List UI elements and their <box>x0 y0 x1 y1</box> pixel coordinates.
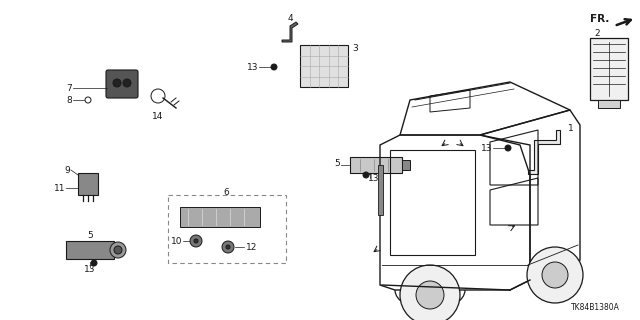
Circle shape <box>527 247 583 303</box>
Circle shape <box>194 239 198 243</box>
Circle shape <box>91 260 97 266</box>
Text: 13: 13 <box>84 266 96 275</box>
Bar <box>590 38 628 100</box>
Polygon shape <box>282 22 298 42</box>
Circle shape <box>271 64 277 70</box>
Circle shape <box>222 241 234 253</box>
Circle shape <box>363 172 369 178</box>
Polygon shape <box>528 130 560 174</box>
Text: 14: 14 <box>152 111 164 121</box>
Circle shape <box>190 235 202 247</box>
Text: TK84B1380A: TK84B1380A <box>571 303 620 312</box>
FancyBboxPatch shape <box>106 70 138 98</box>
Circle shape <box>542 262 568 288</box>
Text: FR.: FR. <box>590 14 609 24</box>
Circle shape <box>416 281 444 309</box>
Text: 5: 5 <box>87 230 93 239</box>
Circle shape <box>110 242 126 258</box>
Text: 12: 12 <box>246 243 257 252</box>
Bar <box>300 45 348 87</box>
Text: 8: 8 <box>67 95 72 105</box>
Text: 1: 1 <box>568 124 573 132</box>
Circle shape <box>123 79 131 87</box>
Bar <box>66 241 114 259</box>
Text: 11: 11 <box>54 183 65 193</box>
Circle shape <box>226 245 230 249</box>
Text: 9: 9 <box>64 165 70 174</box>
Text: 6: 6 <box>223 188 229 196</box>
Bar <box>350 157 402 173</box>
Text: 13: 13 <box>368 173 380 182</box>
Text: 13: 13 <box>481 143 492 153</box>
Bar <box>180 207 260 227</box>
Text: 5: 5 <box>334 158 340 167</box>
Bar <box>78 173 98 195</box>
Circle shape <box>113 79 121 87</box>
Circle shape <box>505 145 511 151</box>
Circle shape <box>400 265 460 320</box>
Polygon shape <box>598 100 620 108</box>
Text: 10: 10 <box>170 236 182 245</box>
Bar <box>168 195 286 263</box>
Text: 3: 3 <box>352 44 358 52</box>
Text: 7: 7 <box>67 84 72 92</box>
Text: 2: 2 <box>594 28 600 37</box>
Circle shape <box>114 246 122 254</box>
Text: 13: 13 <box>246 62 258 71</box>
Bar <box>402 160 410 170</box>
Text: 4: 4 <box>287 13 293 22</box>
Bar <box>378 165 383 215</box>
